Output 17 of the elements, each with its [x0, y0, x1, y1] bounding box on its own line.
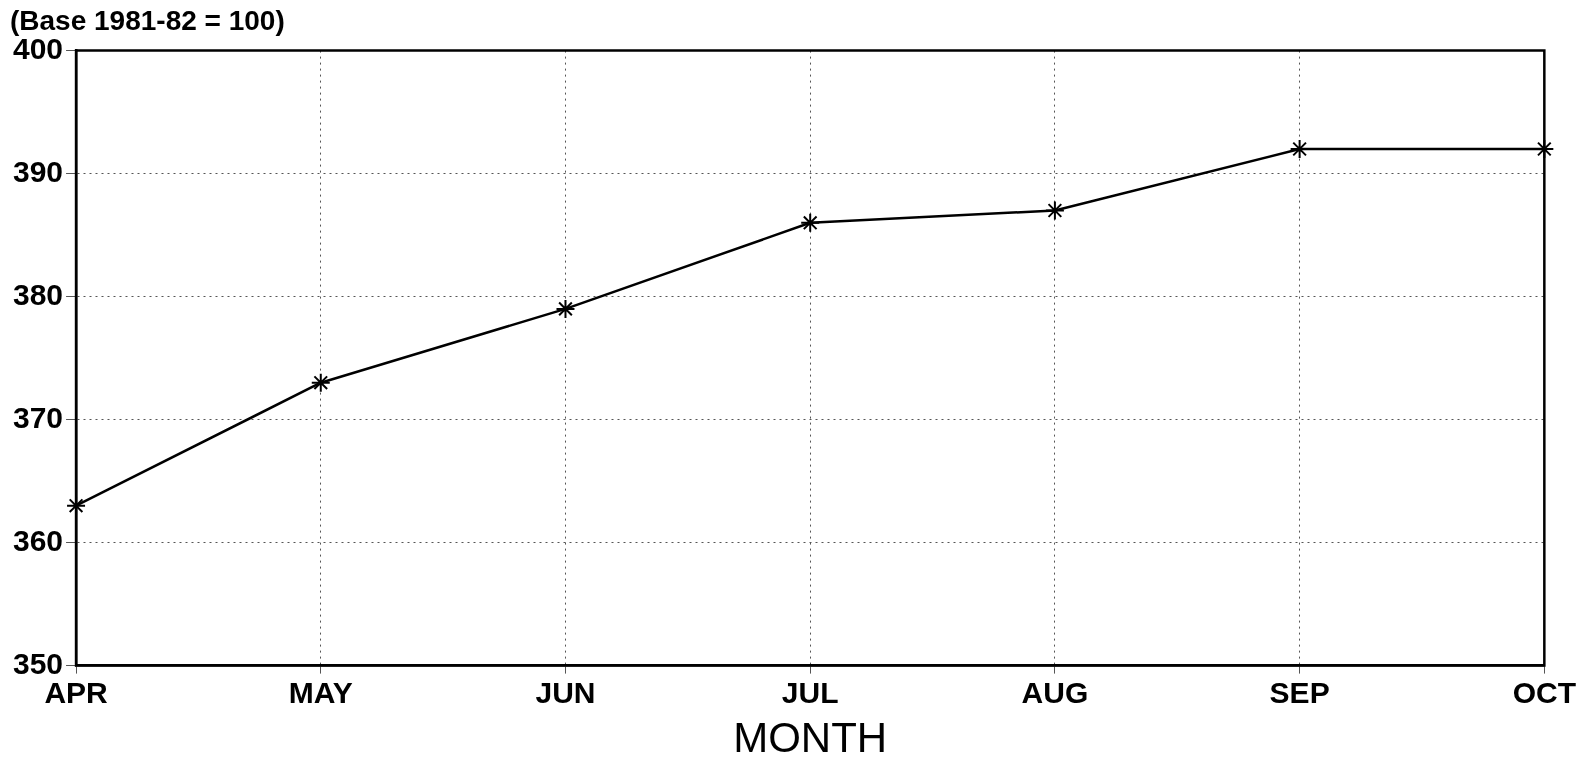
point	[800, 212, 821, 233]
x-tick-label: JUN	[535, 675, 596, 709]
point	[555, 298, 576, 319]
x-tick-label: AUG	[1021, 675, 1089, 709]
x-tick-label: JUL	[781, 675, 839, 709]
y-tick-label: 360	[12, 523, 64, 557]
x-tick-label: MAY	[288, 675, 353, 709]
x-axis-title: MONTH	[733, 714, 888, 762]
y-tick-label: 390	[12, 154, 64, 188]
x-tick-label: OCT	[1512, 675, 1576, 709]
point	[1289, 139, 1310, 159]
y-tick-label: 370	[12, 400, 64, 434]
x-tick-label: SEP	[1269, 675, 1330, 709]
point	[310, 372, 331, 393]
point	[1534, 139, 1555, 159]
point	[1044, 200, 1065, 221]
y-tick-label: 380	[12, 277, 64, 311]
